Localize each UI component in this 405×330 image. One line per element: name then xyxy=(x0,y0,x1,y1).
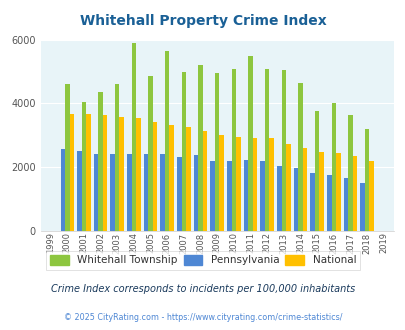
Bar xyxy=(119,117,124,231)
Bar xyxy=(360,183,364,231)
Bar xyxy=(264,69,269,231)
Bar xyxy=(243,160,248,231)
Bar xyxy=(81,102,86,231)
Bar xyxy=(131,44,136,231)
Bar xyxy=(127,154,131,231)
Bar xyxy=(214,73,219,231)
Bar xyxy=(143,154,148,231)
Bar xyxy=(98,92,102,231)
Bar xyxy=(236,137,240,231)
Bar xyxy=(226,161,231,231)
Bar xyxy=(319,151,323,231)
Bar xyxy=(281,70,286,231)
Bar xyxy=(331,103,335,231)
Text: Whitehall Property Crime Index: Whitehall Property Crime Index xyxy=(79,15,326,28)
Bar xyxy=(343,178,347,231)
Bar xyxy=(193,155,198,231)
Bar xyxy=(86,114,90,231)
Bar xyxy=(160,154,164,231)
Bar xyxy=(286,144,290,231)
Text: Crime Index corresponds to incidents per 100,000 inhabitants: Crime Index corresponds to incidents per… xyxy=(51,284,354,294)
Bar xyxy=(152,121,157,231)
Bar xyxy=(169,125,174,231)
Bar xyxy=(177,157,181,231)
Bar xyxy=(352,156,356,231)
Bar xyxy=(148,76,152,231)
Bar xyxy=(310,173,314,231)
Bar xyxy=(252,138,257,231)
Bar xyxy=(202,130,207,231)
Bar xyxy=(185,127,190,231)
Bar xyxy=(219,135,224,231)
Bar xyxy=(181,72,185,231)
Bar xyxy=(260,161,264,231)
Legend: Whitehall Township, Pennsylvania, National: Whitehall Township, Pennsylvania, Nation… xyxy=(45,251,360,270)
Bar xyxy=(94,154,98,231)
Bar xyxy=(60,149,65,231)
Bar xyxy=(326,175,331,231)
Bar xyxy=(347,115,352,231)
Bar xyxy=(164,51,169,231)
Bar xyxy=(248,56,252,231)
Bar xyxy=(293,168,298,231)
Bar xyxy=(198,65,202,231)
Bar xyxy=(110,154,115,231)
Bar xyxy=(115,84,119,231)
Bar xyxy=(65,84,69,231)
Bar xyxy=(77,150,81,231)
Bar xyxy=(298,83,302,231)
Bar xyxy=(136,118,140,231)
Bar xyxy=(269,139,273,231)
Bar xyxy=(364,129,369,231)
Bar xyxy=(314,112,319,231)
Bar xyxy=(102,115,107,231)
Bar xyxy=(277,166,281,231)
Bar xyxy=(210,161,214,231)
Bar xyxy=(69,114,74,231)
Bar xyxy=(302,148,307,231)
Bar xyxy=(335,153,340,231)
Bar xyxy=(231,69,236,231)
Bar xyxy=(369,160,373,231)
Text: © 2025 CityRating.com - https://www.cityrating.com/crime-statistics/: © 2025 CityRating.com - https://www.city… xyxy=(64,313,341,322)
